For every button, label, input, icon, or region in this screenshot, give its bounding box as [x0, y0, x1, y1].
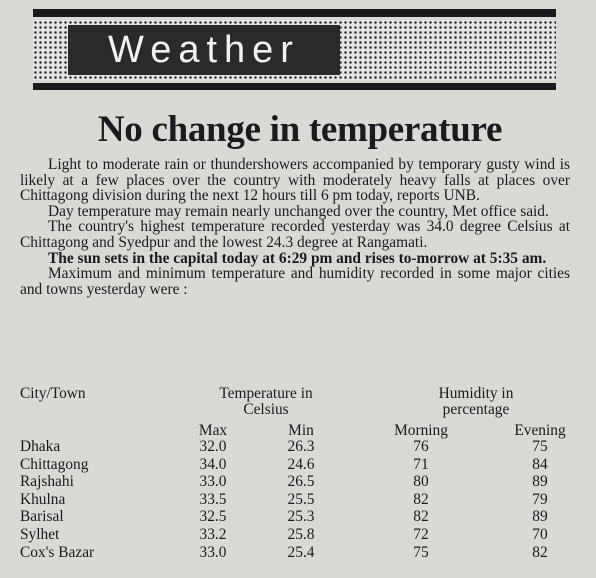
table-value: 33.0	[199, 543, 227, 561]
table-value: 82	[532, 543, 548, 561]
table-value: 26.3	[287, 438, 315, 455]
table-value: 89	[532, 473, 548, 491]
article-body: Light to moderate rain or thundershowers…	[20, 157, 570, 297]
table-value: 70	[532, 526, 548, 543]
city-name: Dhaka	[20, 438, 61, 455]
table-value: 82	[413, 490, 429, 508]
table-value: 32.5	[199, 508, 227, 526]
table-value: 25.3	[287, 508, 315, 526]
paragraph: Maximum and minimum temperature and humi…	[20, 265, 570, 298]
table-value: 24.6	[287, 455, 315, 473]
table-value: 32.0	[199, 438, 227, 455]
paragraph: Light to moderate rain or thundershowers…	[20, 156, 570, 205]
table-value: 75	[532, 438, 548, 455]
table-value: 82	[413, 508, 429, 526]
city-name: Sylhet	[20, 526, 60, 543]
table-value: 25.4	[287, 543, 315, 561]
table-value: 71	[413, 455, 429, 473]
table-value: 25.8	[287, 526, 315, 543]
headline: No change in temperature	[97, 109, 503, 150]
table-value: 76	[413, 438, 429, 455]
table-value: 84	[532, 455, 548, 473]
bottom-rule	[33, 83, 556, 90]
table-value: 79	[532, 490, 548, 508]
humidity-header: Humidity in percentage	[438, 385, 514, 418]
table-value: 33.2	[199, 526, 227, 543]
column-header: Evening	[514, 422, 566, 439]
table-value: 26.5	[287, 473, 315, 491]
column-header: Morning	[394, 422, 448, 439]
table-value: 80	[413, 473, 429, 491]
paragraph: Day temperature may remain nearly unchan…	[48, 202, 549, 220]
table-value: 72	[413, 526, 429, 543]
table-value: 33.5	[199, 490, 227, 508]
top-rule	[33, 9, 556, 17]
city-name: Barisal	[20, 508, 64, 526]
column-header: Min	[288, 422, 314, 439]
paragraph: The sun sets in the capital today at 6:2…	[48, 249, 547, 267]
table-value: 25.5	[287, 490, 315, 508]
table-value: 33.0	[199, 473, 227, 491]
paragraph: The country's highest temperature record…	[20, 218, 570, 251]
section-title: Weather	[68, 25, 340, 75]
temperature-header: Temperature in Celsius	[219, 385, 313, 418]
city-header: City/Town	[20, 385, 86, 402]
city-name: Chittagong	[20, 455, 89, 473]
column-header: Max	[198, 422, 228, 439]
city-name: Khulna	[20, 490, 66, 508]
table-value: 89	[532, 508, 548, 526]
city-name: Cox's Bazar	[20, 543, 95, 561]
table-value: 75	[413, 543, 429, 561]
table-value: 34.0	[199, 455, 227, 473]
city-name: Rajshahi	[20, 473, 74, 491]
